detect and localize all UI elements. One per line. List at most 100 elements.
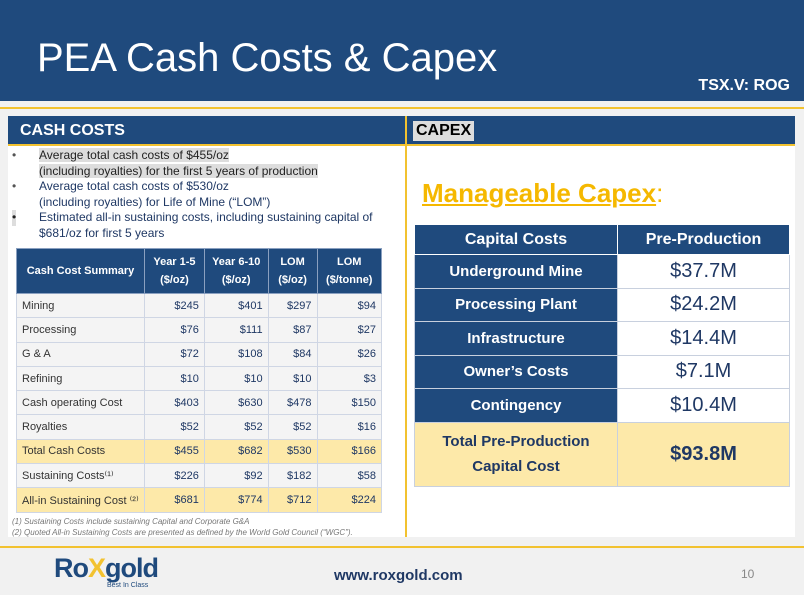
table-cell: $150 <box>316 390 383 416</box>
table-cell: $245 <box>144 292 205 319</box>
total-label: Total Pre-Production Capital Cost <box>414 421 618 487</box>
table-cell: $630 <box>203 390 269 416</box>
table-cell: Total Cash Costs <box>16 438 145 465</box>
table-cell: Royalties <box>16 414 145 440</box>
table-cell: $182 <box>267 463 318 489</box>
table-row: Cash operating Cost $403 $630 $478 $150 <box>16 390 383 416</box>
column-header: LOM ($/tonne) <box>316 248 383 294</box>
capex-value: $7.1M <box>617 354 790 389</box>
capex-headline: Manageable Capex: <box>422 178 663 209</box>
table-cell: $108 <box>203 341 269 367</box>
capex-label: Underground Mine <box>414 254 618 289</box>
cash-cost-summary-table: Cash Cost Summary Year 1-5 ($/oz) Year 6… <box>16 248 383 513</box>
table-cell: $52 <box>203 414 269 440</box>
capex-label: Contingency <box>414 388 618 423</box>
headline-colon: : <box>656 178 664 208</box>
bullet-text: $681/oz for first 5 years <box>39 225 165 240</box>
table-row: Total Cash Costs $455 $682 $530 $166 <box>16 438 383 465</box>
table-row: Processing Plant $24.2M <box>414 287 790 322</box>
header-band: PEA Cash Costs & Capex TSX.V: ROG <box>0 0 804 101</box>
table-cell: $403 <box>144 390 205 416</box>
page-number: 10 <box>741 567 755 581</box>
table-cell: $92 <box>203 463 269 489</box>
table-cell: Refining <box>16 365 145 392</box>
table-cell: $87 <box>267 317 318 343</box>
divider <box>0 107 804 109</box>
table-cell: $16 <box>316 414 383 440</box>
headline-text: Manageable Capex <box>422 178 657 208</box>
capex-heading: CAPEX <box>413 121 475 141</box>
column-header: Year 1-5 ($/oz) <box>144 248 205 294</box>
column-header: Year 6-10 ($/oz) <box>203 248 269 294</box>
table-cell: Mining <box>16 292 145 319</box>
ticker-symbol: TSX.V: ROG <box>698 77 790 94</box>
capex-label: Infrastructure <box>414 321 618 356</box>
website-link[interactable]: www.roxgold.com <box>334 567 463 584</box>
table-row: Royalties $52 $52 $52 $16 <box>16 414 383 440</box>
total-value: $93.8M <box>617 421 790 487</box>
table-cell: $76 <box>144 317 205 343</box>
logo-tagline: Best In Class <box>107 582 149 589</box>
bullet-text: Estimated all-in sustaining costs, inclu… <box>39 210 373 224</box>
column-header: LOM ($/oz) <box>267 248 318 294</box>
table-cell: $52 <box>144 414 205 440</box>
table-row: Refining $10 $10 $10 $3 <box>16 365 383 392</box>
table-row: Mining $245 $401 $297 $94 <box>16 292 383 319</box>
column-header: Capital Costs <box>414 224 618 255</box>
column-header: Pre-Production <box>617 224 790 255</box>
table-cell: $52 <box>267 414 318 440</box>
table-row: Underground Mine $37.7M <box>414 254 790 289</box>
table-cell: $10 <box>203 365 269 392</box>
table-row: G & A $72 $108 $84 $26 <box>16 341 383 367</box>
footnote: (1) Sustaining Costs include sustaining … <box>12 517 250 526</box>
table-cell: Processing <box>16 317 145 343</box>
capital-costs-table: Capital Costs Pre-Production Underground… <box>414 224 790 487</box>
table-cell: $530 <box>267 438 318 465</box>
table-cell: $166 <box>316 438 383 465</box>
table-cell: $10 <box>144 365 205 392</box>
table-cell: $682 <box>203 438 269 465</box>
bullet-text: Average total cash costs of $530/oz <box>39 179 229 193</box>
cash-costs-heading: CASH COSTS <box>20 122 125 139</box>
bullet: • Estimated all-in sustaining costs, incl… <box>12 210 373 240</box>
table-cell: Sustaining Costs⁽¹⁾ <box>16 463 145 489</box>
table-cell: $478 <box>267 390 318 416</box>
page-title: PEA Cash Costs & Capex <box>37 36 498 80</box>
footnote: (2) Quoted All-in Sustaining Costs are p… <box>12 528 353 537</box>
table-cell: $681 <box>144 487 205 513</box>
table-cell: $226 <box>144 463 205 489</box>
capex-label: Owner’s Costs <box>414 354 618 389</box>
column-divider <box>405 116 407 537</box>
total-row: Total Pre-Production Capital Cost $93.8M <box>414 421 790 487</box>
table-row: Owner’s Costs $7.1M <box>414 354 790 389</box>
table-cell: $455 <box>144 438 205 465</box>
footer-divider <box>0 546 804 548</box>
table-cell: $72 <box>144 341 205 367</box>
cash-costs-bar: CASH COSTS <box>8 116 405 146</box>
table-row: Contingency $10.4M <box>414 388 790 423</box>
bullet: • Average total cash costs of $455/oz (inc… <box>12 148 318 178</box>
table-cell: $26 <box>316 341 383 367</box>
bullet-text: (including royalties) for the first 5 ye… <box>39 163 318 178</box>
table-cell: $3 <box>316 365 383 392</box>
capex-bar: CAPEX <box>407 116 795 146</box>
capex-label: Processing Plant <box>414 287 618 322</box>
table-cell: $774 <box>203 487 269 513</box>
table-cell: $84 <box>267 341 318 367</box>
table-cell: G & A <box>16 341 145 367</box>
table-cell: $224 <box>316 487 383 513</box>
table-cell: $27 <box>316 317 383 343</box>
table-row: Infrastructure $14.4M <box>414 321 790 356</box>
table-cell: $94 <box>316 292 383 319</box>
capex-value: $37.7M <box>617 254 790 289</box>
bullet: • Average total cash costs of $530/oz (inc… <box>12 179 271 209</box>
table-row: Sustaining Costs⁽¹⁾ $226 $92 $182 $58 <box>16 463 383 489</box>
cash-cost-bullets: • Average total cash costs of $455/oz (inc… <box>12 148 402 241</box>
bullet-text: (including royalties) for Life of Mine (… <box>39 194 271 209</box>
bullet-text: Average total cash costs of $455/oz <box>39 148 229 162</box>
table-cell: $712 <box>267 487 318 513</box>
table-cell: $58 <box>316 463 383 489</box>
table-row: Processing $76 $111 $87 $27 <box>16 317 383 343</box>
table-cell: $111 <box>203 317 269 343</box>
roxgold-logo: RoXgold <box>54 553 159 583</box>
